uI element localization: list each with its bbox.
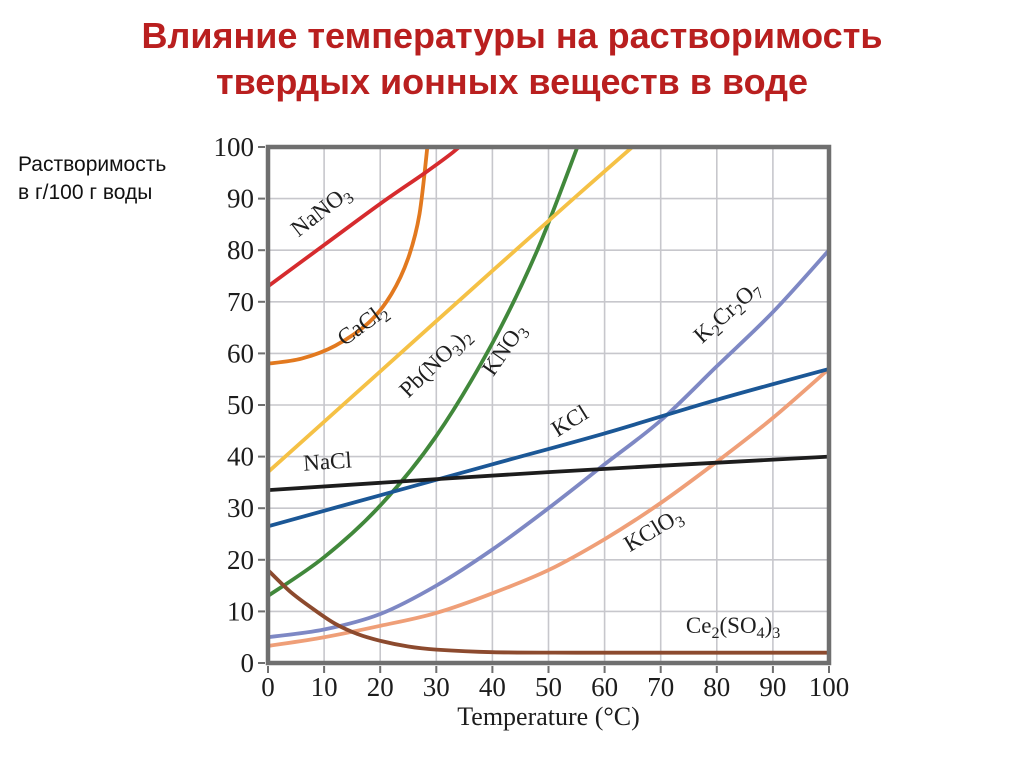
- curve-pbno32: [268, 147, 636, 474]
- title-line-1: Влияние температуры на растворимость: [141, 15, 883, 56]
- plot-frame: [265, 144, 832, 666]
- y-tick-label-50: 50: [227, 390, 254, 420]
- axis-ticks: [258, 146, 830, 673]
- x-tick-label-40: 40: [479, 672, 506, 702]
- x-tick-label-20: 20: [367, 672, 394, 702]
- curve-label-nacl: NaCl: [302, 447, 352, 475]
- x-tick-label-70: 70: [647, 672, 674, 702]
- y-tick-label-10: 10: [227, 596, 254, 626]
- x-tick-label-80: 80: [703, 672, 730, 702]
- curve-kcl: [268, 367, 829, 529]
- x-tick-label-60: 60: [591, 672, 618, 702]
- y-tick-label-60: 60: [227, 338, 254, 368]
- y-tick-label-40: 40: [227, 442, 254, 472]
- curves: [268, 147, 829, 655]
- y-tick-label-70: 70: [227, 287, 254, 317]
- curve-cacl2: [268, 147, 430, 366]
- y-tick-label-20: 20: [227, 545, 254, 575]
- curve-label-nano3: NaNO3: [286, 180, 358, 245]
- x-tick-label-10: 10: [311, 672, 338, 702]
- curve-label-ce2so43: Ce2(SO4)3: [686, 613, 780, 642]
- slide-title: Влияние температуры на растворимость тве…: [0, 13, 1024, 105]
- y-axis-unit-label: Растворимость в г/100 г воды: [18, 153, 167, 204]
- y-tick-label-90: 90: [227, 184, 254, 214]
- y-tick-label-30: 30: [227, 493, 254, 523]
- curve-k2cr2o7: [268, 248, 829, 640]
- grid: [268, 147, 829, 663]
- curve-label-kclo3: KClO3: [619, 503, 688, 560]
- curve-nano3: [268, 147, 462, 289]
- curve-nacl: [268, 454, 829, 492]
- curve-kno3: [268, 147, 580, 598]
- curve-ce2so43: [268, 568, 829, 655]
- curve-label-kcl: KCl: [547, 400, 593, 442]
- curve-label-k2cr2o7: K2Cr2O7: [689, 276, 768, 351]
- curve-kclo3: [268, 367, 829, 648]
- x-tick-label-0: 0: [261, 672, 275, 702]
- y-tick-label-100: 100: [214, 132, 255, 162]
- x-tick-label-90: 90: [759, 672, 786, 702]
- x-tick-label-30: 30: [423, 672, 450, 702]
- x-tick-label-100: 100: [809, 672, 850, 702]
- y-tick-label-0: 0: [241, 648, 255, 678]
- x-tick-label-50: 50: [535, 672, 562, 702]
- curve-label-kno3: KNO3: [477, 318, 534, 382]
- x-axis-title: Temperature (°C): [457, 702, 640, 731]
- y-tick-label-80: 80: [227, 235, 254, 265]
- title-line-2: твердых ионных веществ в воде: [216, 61, 808, 102]
